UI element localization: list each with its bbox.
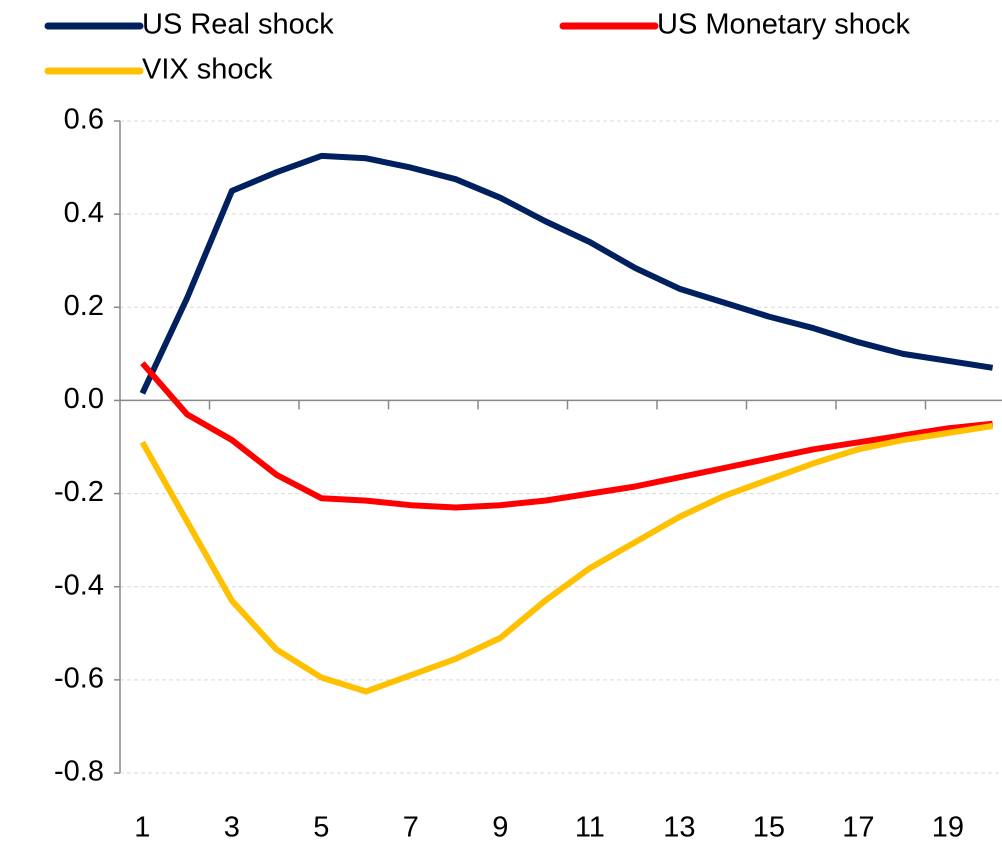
legend-label: US Real shock	[142, 9, 334, 41]
y-tick-label: 0.6	[64, 104, 104, 136]
series-line	[139, 423, 994, 695]
series-line	[139, 152, 994, 395]
legend-label: VIX shock	[142, 54, 273, 86]
y-tick-label: -0.6	[54, 663, 104, 695]
x-tick-label: 5	[313, 812, 329, 842]
y-tick-label: -0.4	[54, 569, 104, 601]
x-tick-label: 15	[753, 812, 785, 842]
y-tick-label: -0.8	[54, 756, 104, 788]
y-tick-label: -0.2	[54, 476, 104, 508]
x-tick-label: 9	[492, 812, 508, 842]
y-tick-label: 0.4	[64, 197, 104, 229]
legend-label: US Monetary shock	[657, 9, 911, 41]
y-tick-label: 0.2	[64, 290, 104, 322]
x-tick-label: 1	[134, 812, 150, 842]
x-tick-label: 13	[663, 812, 695, 842]
series-line	[140, 361, 993, 511]
y-tick-label: 0.0	[64, 383, 104, 415]
x-tick-label: 11	[575, 812, 605, 842]
x-tick-label: 3	[224, 812, 240, 842]
x-tick-label: 19	[932, 812, 964, 842]
x-tick-label: 7	[403, 812, 419, 842]
x-tick-label: 17	[842, 812, 874, 842]
